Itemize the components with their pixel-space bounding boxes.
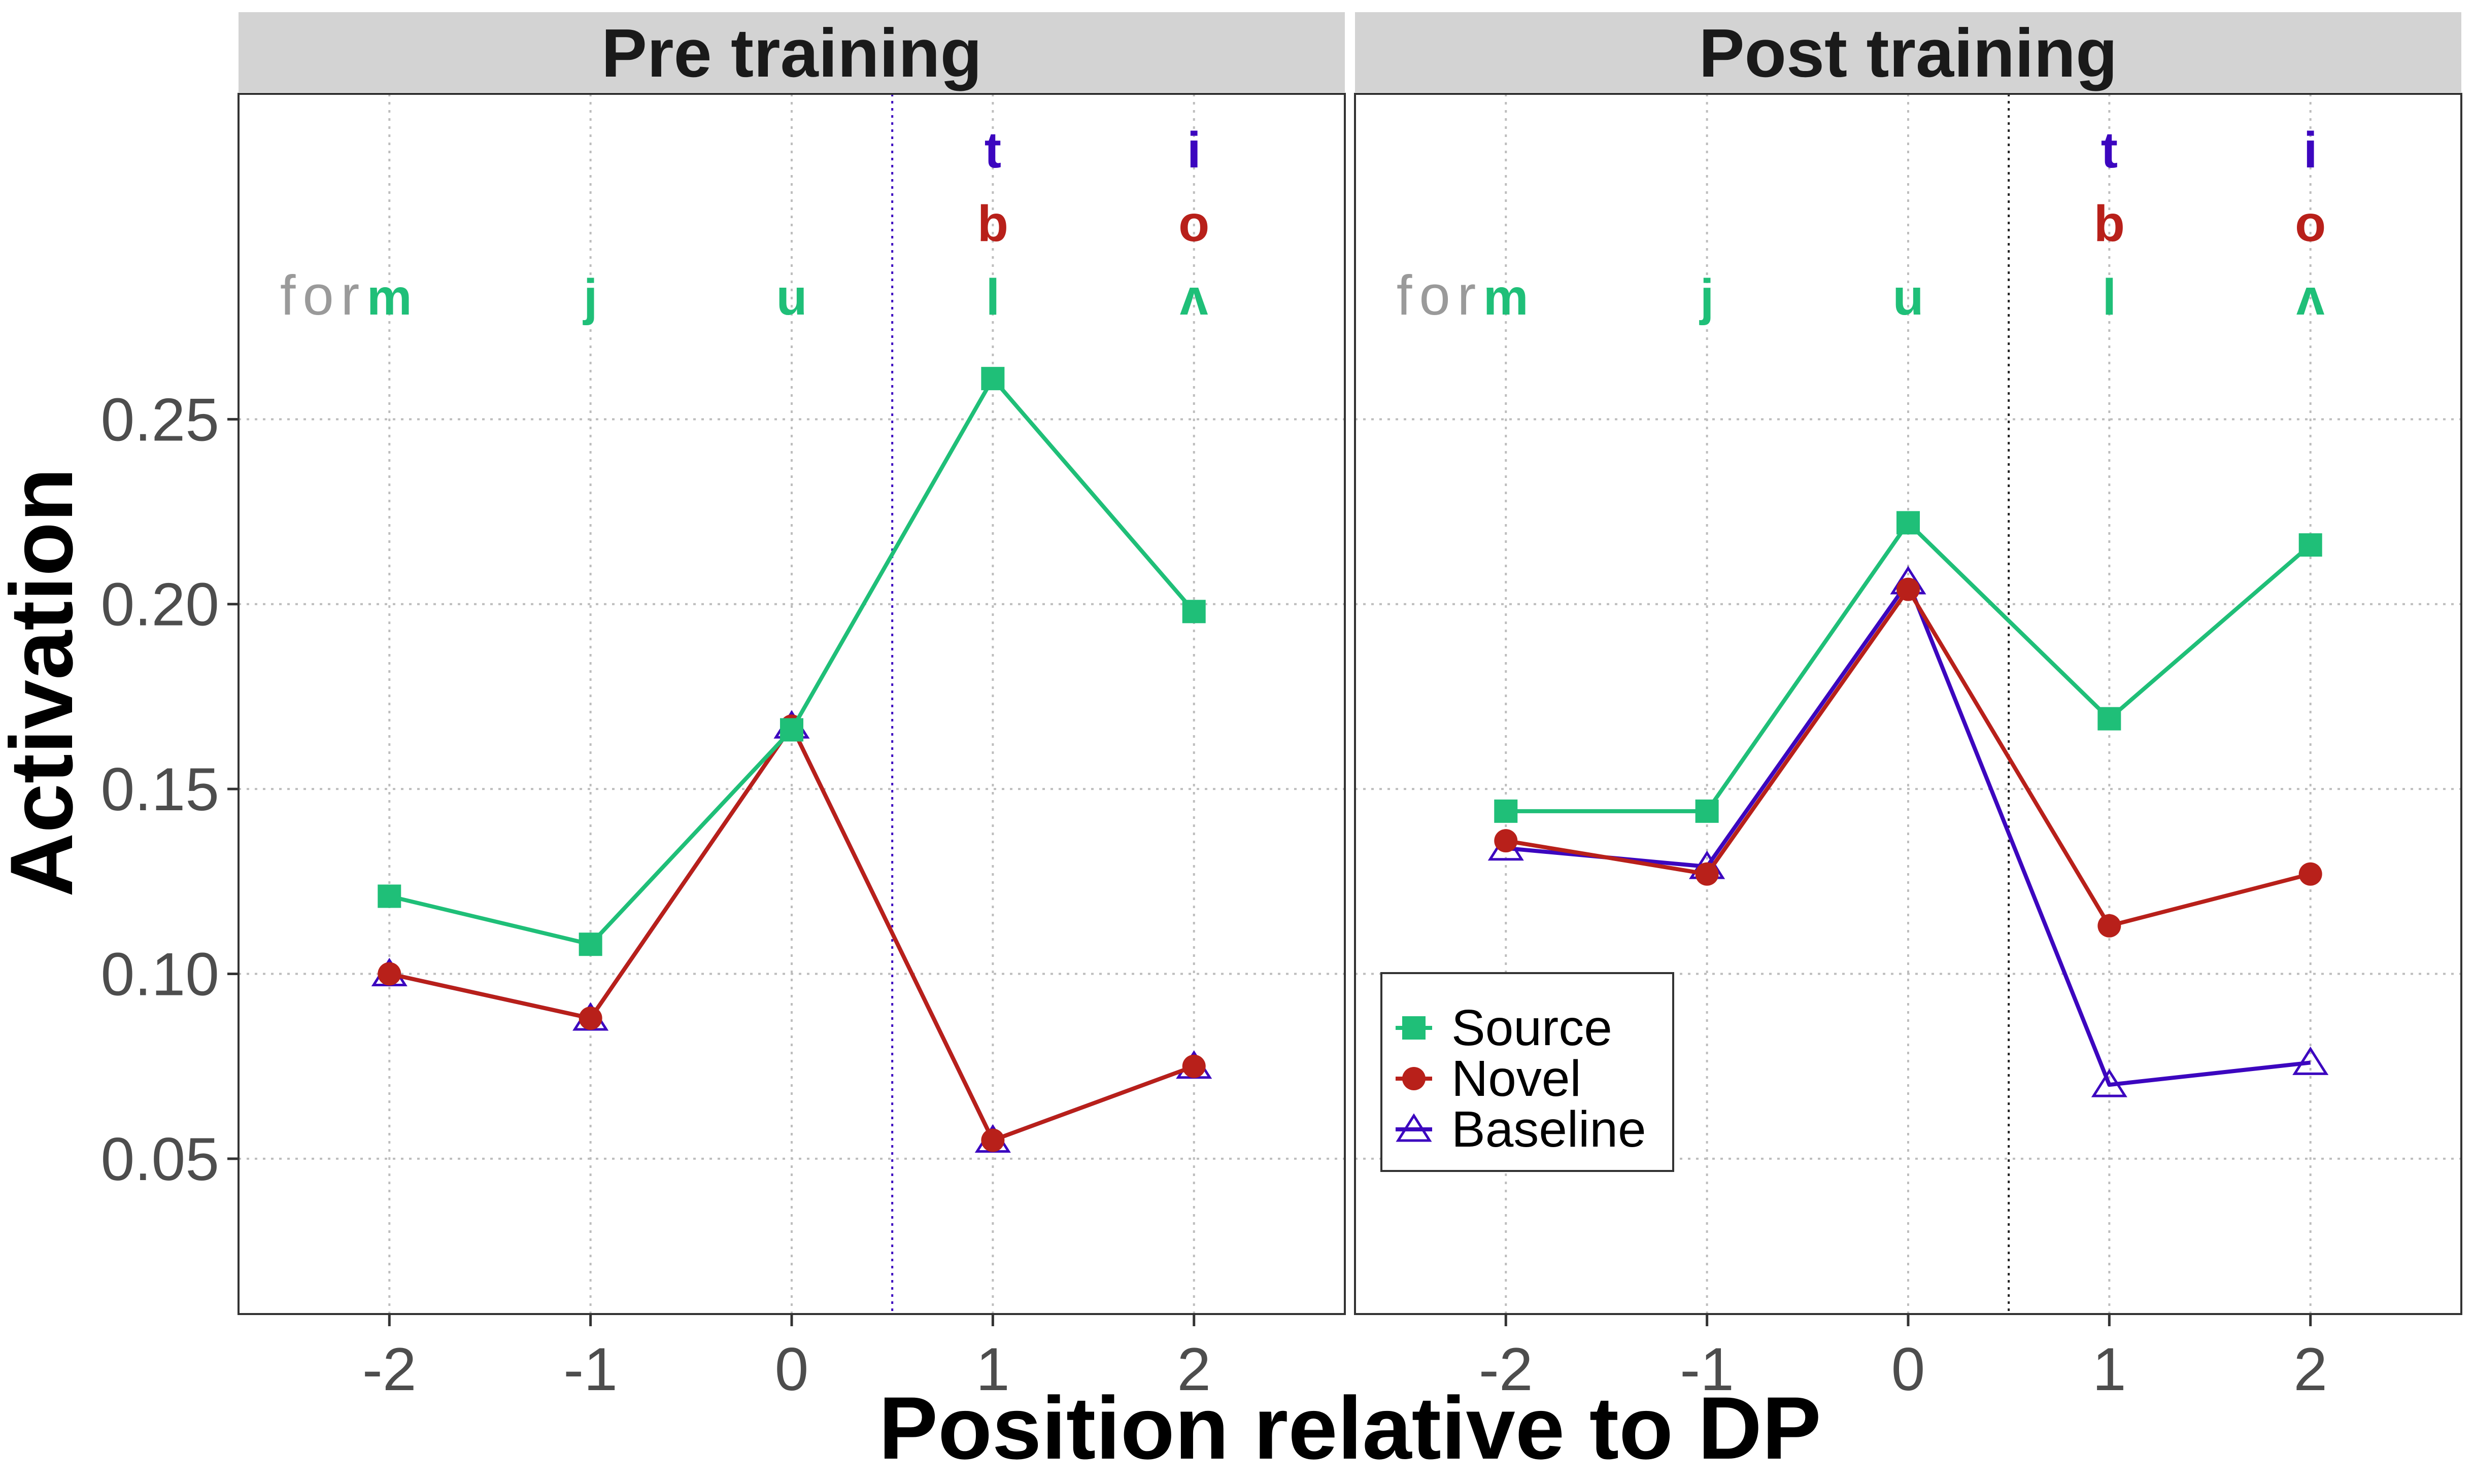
data-point-novel [1695, 862, 1719, 886]
data-point-baseline [2292, 1046, 2329, 1075]
x-tick-label: -2 [1479, 1335, 1533, 1403]
legend-marker-baseline [1396, 1113, 1432, 1142]
phoneme-label: l [986, 269, 1000, 326]
phoneme-label: l [2102, 269, 2116, 326]
y-tick-label: 0.15 [100, 755, 219, 823]
data-point-novel [2298, 862, 2322, 886]
phoneme-label: t [985, 122, 1001, 179]
prefix-label: for [280, 264, 366, 327]
phoneme-label: i [2303, 122, 2318, 179]
data-point-novel [981, 1128, 1005, 1152]
phoneme-label: m [367, 269, 412, 326]
prefix-label: for [1397, 264, 1483, 327]
phoneme-label: u [776, 269, 807, 326]
phoneme-label: o [2295, 195, 2326, 252]
phoneme-label: b [2094, 195, 2125, 252]
legend-label: Source [1451, 999, 1612, 1056]
x-tick-label: 1 [976, 1335, 1010, 1403]
phoneme-label: m [1483, 269, 1529, 326]
legend-label: Baseline [1451, 1101, 1646, 1158]
phoneme-label: b [977, 195, 1008, 252]
phoneme-label: u [1892, 269, 1923, 326]
data-point-source [1494, 799, 1518, 823]
legend-item-novel: Novel [1396, 1050, 1581, 1107]
phoneme-label: ʌ [2296, 269, 2325, 326]
data-point-novel [378, 962, 401, 986]
legend-label: Novel [1451, 1050, 1581, 1107]
data-point-source [1182, 600, 1206, 624]
data-point-novel [1896, 577, 1920, 601]
data-point-source [1695, 799, 1719, 823]
y-tick-label: 0.05 [100, 1125, 219, 1193]
x-tick-label: 0 [775, 1335, 809, 1403]
phoneme-label: ʌ [1180, 269, 1208, 326]
x-tick-label: 0 [1891, 1335, 1925, 1403]
phoneme-label: j [1699, 269, 1714, 326]
data-point-novel [1494, 829, 1518, 853]
data-point-source [2097, 707, 2121, 731]
data-point-baseline [2091, 1068, 2127, 1097]
strip-header [239, 12, 1345, 92]
phoneme-label: o [1178, 195, 1209, 252]
y-tick-label: 0.20 [100, 571, 219, 639]
x-tick-label: 1 [2092, 1335, 2126, 1403]
data-point-source [780, 718, 803, 742]
data-point-novel [1182, 1054, 1206, 1078]
strip-title: Pre training [601, 15, 982, 91]
strip-header [1355, 12, 2461, 92]
x-axis-title: Position relative to DP [878, 1379, 1821, 1478]
x-tick-label: 2 [1177, 1335, 1211, 1403]
data-point-source [981, 367, 1005, 391]
legend-marker-source [1402, 1016, 1426, 1040]
phoneme-label: t [2101, 122, 2118, 179]
data-point-source [2298, 533, 2322, 557]
data-point-novel [2097, 914, 2121, 938]
data-point-novel [579, 1006, 602, 1030]
y-tick-label: 0.25 [100, 386, 219, 454]
legend-marker-novel [1402, 1067, 1426, 1090]
legend-box [1380, 972, 1674, 1172]
panel-post: Post training t i b o m j u l ʌ for -2 -1 0 1 2 [1354, 12, 2462, 1403]
series-source [1494, 511, 2322, 823]
x-tick-label: -1 [563, 1335, 618, 1403]
y-axis-title: Activation [0, 468, 91, 897]
data-point-source [1896, 511, 1920, 535]
strip-title: Post training [1699, 15, 2117, 91]
x-tick-label: -2 [362, 1335, 417, 1403]
y-tick-label: 0.10 [100, 941, 219, 1009]
x-tick-label: 2 [2293, 1335, 2327, 1403]
data-point-source [378, 884, 401, 908]
phoneme-label: j [583, 269, 598, 326]
series-source [378, 367, 1206, 956]
legend-item-source: Source [1396, 999, 1612, 1056]
x-tick-label: -1 [1680, 1335, 1734, 1403]
phoneme-label: i [1187, 122, 1201, 179]
data-point-source [579, 933, 602, 956]
legend-item-baseline: Baseline [1396, 1101, 1646, 1158]
series-novel [1494, 577, 2322, 938]
